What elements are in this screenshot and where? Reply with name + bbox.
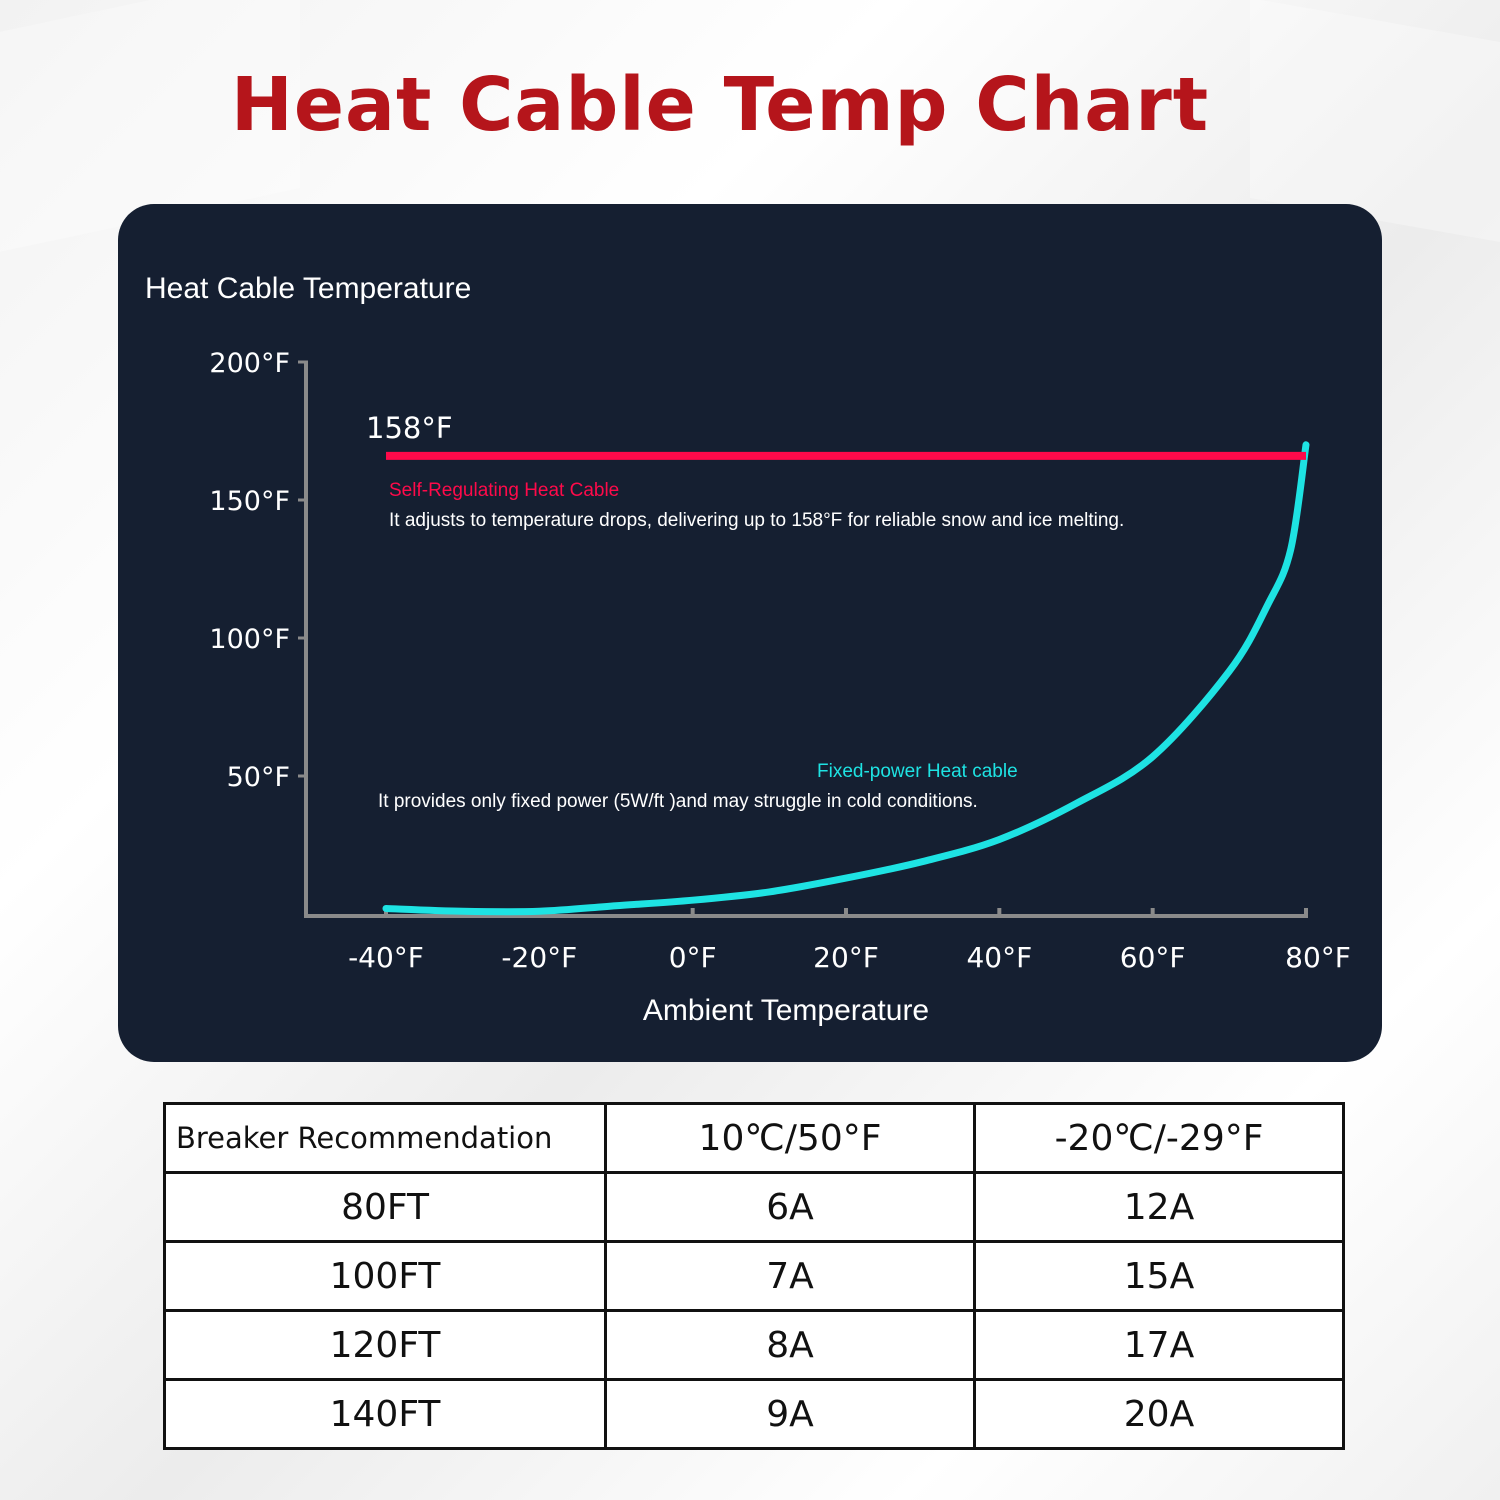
table-row: 80FT 6A 12A <box>163 1171 1345 1243</box>
table-header-cell: Breaker Recommendation <box>163 1102 607 1174</box>
x-tick-label: -20°F <box>501 941 577 974</box>
series-name-self-regulating: Self-Regulating Heat Cable <box>389 480 619 501</box>
series-line-fixed-power <box>382 441 1310 916</box>
page-title: Heat Cable Temp Chart <box>230 62 1210 148</box>
annotation-158: 158°F <box>366 411 453 445</box>
x-tick-label: -40°F <box>348 941 424 974</box>
y-tick-label: 200°F <box>209 348 290 379</box>
y-tick-label: 150°F <box>209 486 290 517</box>
table-row: 120FT 8A 17A <box>163 1309 1345 1381</box>
table-cell: 100FT <box>163 1240 607 1312</box>
table-cell: 6A <box>604 1171 976 1243</box>
table-cell: 7A <box>604 1240 976 1312</box>
table-cell: 120FT <box>163 1309 607 1381</box>
table-header-cell: 10℃/50°F <box>604 1102 976 1174</box>
y-axis-label: Heat Cable Temperature <box>145 272 471 305</box>
table-cell: 8A <box>604 1309 976 1381</box>
table-cell: 80FT <box>163 1171 607 1243</box>
table-cell: 12A <box>973 1171 1345 1243</box>
table-header-cell: -20℃/-29°F <box>973 1102 1345 1174</box>
chart-panel: Heat Cable Temperature 200°F 150°F 100°F 50… <box>118 204 1382 1062</box>
series-desc-self-regulating: It adjusts to temperature drops, deliver… <box>389 510 1124 531</box>
line-chart: Heat Cable Temperature 200°F 150°F 100°F 50… <box>145 272 1351 1027</box>
x-tick-label: 40°F <box>966 941 1032 974</box>
series-desc-fixed-power: It provides only fixed power (5W/ft )and… <box>378 791 978 812</box>
table-row: 100FT 7A 15A <box>163 1240 1345 1312</box>
breaker-table: Breaker Recommendation 10℃/50°F -20℃/-29… <box>163 1102 1345 1450</box>
x-tick-label: 20°F <box>813 941 879 974</box>
x-tick-label: 80°F <box>1285 941 1351 974</box>
table-header-row: Breaker Recommendation 10℃/50°F -20℃/-29… <box>163 1102 1345 1174</box>
series-name-fixed-power: Fixed-power Heat cable <box>817 761 1018 782</box>
y-tick-label: 100°F <box>209 624 290 655</box>
y-tick-label: 50°F <box>227 762 290 793</box>
x-tick-label: 60°F <box>1120 941 1186 974</box>
table-row: 140FT 9A 20A <box>163 1378 1345 1450</box>
table-cell: 140FT <box>163 1378 607 1450</box>
table-cell: 9A <box>604 1378 976 1450</box>
x-axis-label: Ambient Temperature <box>643 994 929 1027</box>
x-tick-label: 0°F <box>669 941 717 974</box>
table-cell: 20A <box>973 1378 1345 1450</box>
table-cell: 17A <box>973 1309 1345 1381</box>
table-cell: 15A <box>973 1240 1345 1312</box>
